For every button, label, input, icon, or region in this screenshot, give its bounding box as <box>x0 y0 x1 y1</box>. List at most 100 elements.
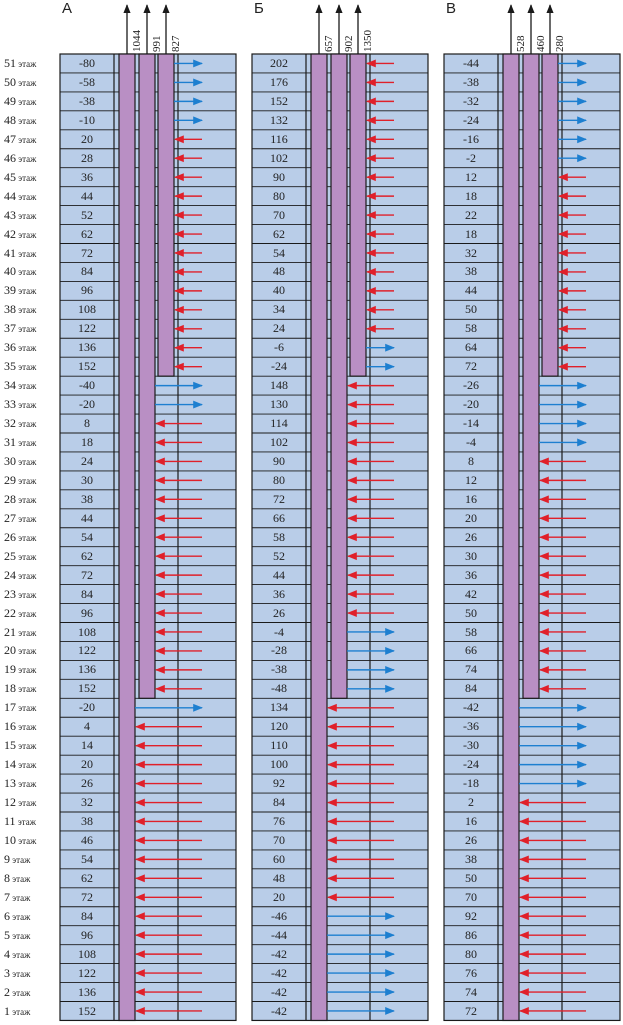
floor-label: 3 этаж <box>4 964 56 983</box>
floor-number: 34 <box>4 378 16 393</box>
floor-number: 30 <box>4 453 16 468</box>
airflow-value: -42 <box>463 700 479 715</box>
airflow-value: 72 <box>81 889 93 904</box>
floor-number: 1 <box>4 1003 10 1018</box>
floor-label: 17 этаж <box>4 698 56 717</box>
floor-unit: этаж <box>16 362 37 373</box>
airflow-value: 28 <box>81 150 93 165</box>
floor-number: 7 <box>4 889 10 904</box>
airflow-value: 44 <box>81 188 93 203</box>
airflow-value: 20 <box>273 889 285 904</box>
floor-number: 49 <box>4 93 16 108</box>
floor-unit: этаж <box>16 324 37 335</box>
airflow-value: 72 <box>273 491 285 506</box>
airflow-value: 48 <box>273 870 285 885</box>
floor-label: 25 этаж <box>4 547 56 566</box>
floor-label: 24 этаж <box>4 566 56 585</box>
floor-label: 26 этаж <box>4 528 56 547</box>
airflow-value: 86 <box>465 927 477 942</box>
airflow-value: 38 <box>81 491 93 506</box>
floor-number: 12 <box>4 795 16 810</box>
airflow-value: -44 <box>271 927 287 942</box>
airflow-value: 100 <box>270 757 288 772</box>
airflow-value: -24 <box>271 359 287 374</box>
floor-unit: этаж <box>16 665 37 676</box>
airflow-value: 2 <box>468 795 474 810</box>
airflow-value: 66 <box>273 510 285 525</box>
floor-number: 6 <box>4 908 10 923</box>
floor-number: 27 <box>4 510 16 525</box>
airflow-value: 62 <box>81 870 93 885</box>
floor-number: 39 <box>4 283 16 298</box>
airflow-value: 96 <box>81 927 93 942</box>
floor-number: 33 <box>4 397 16 412</box>
floor-unit: этаж <box>10 854 31 865</box>
airflow-value: 122 <box>78 965 96 980</box>
floor-label: 50 этаж <box>4 73 56 92</box>
airflow-value: 64 <box>465 340 477 355</box>
airflow-value: -42 <box>271 946 287 961</box>
floor-number: 29 <box>4 472 16 487</box>
airflow-value: 62 <box>273 226 285 241</box>
floor-label: 41 этаж <box>4 244 56 263</box>
floor-label: 18 этаж <box>4 679 56 698</box>
floor-label: 8 этаж <box>4 869 56 888</box>
floor-unit: этаж <box>16 153 37 164</box>
floor-number: 48 <box>4 112 16 127</box>
floor-unit: этаж <box>16 305 37 316</box>
floor-unit: этаж <box>16 267 37 278</box>
airflow-value: 120 <box>270 719 288 734</box>
airflow-value: 130 <box>270 397 288 412</box>
floor-number: 9 <box>4 851 10 866</box>
shaft-total: 460 <box>535 35 547 53</box>
floor-label: 6 этаж <box>4 907 56 926</box>
floor-number: 19 <box>4 662 16 677</box>
floor-number: 8 <box>4 870 10 885</box>
airflow-value: 152 <box>270 93 288 108</box>
airflow-value: 8 <box>84 416 90 431</box>
shaft-total: 528 <box>515 35 527 53</box>
airflow-value: 26 <box>273 605 285 620</box>
airflow-value: 54 <box>273 245 285 260</box>
floor-label: 51 этаж <box>4 54 56 73</box>
airflow-value: 38 <box>81 814 93 828</box>
floor-label: 30 этаж <box>4 452 56 471</box>
airflow-value: -36 <box>463 719 479 734</box>
floor-label: 5 этаж <box>4 926 56 945</box>
airflow-value: 54 <box>81 851 93 866</box>
ventilation-shaft <box>157 53 175 377</box>
airflow-value: 152 <box>78 359 96 374</box>
airflow-value: 46 <box>81 832 93 847</box>
airflow-value: -18 <box>463 776 479 791</box>
floor-label: 34 этаж <box>4 376 56 395</box>
floor-unit: этаж <box>16 722 37 733</box>
airflow-value: 74 <box>465 984 477 999</box>
ventilation-shaft <box>310 53 328 1022</box>
floor-label: 2 этаж <box>4 983 56 1002</box>
shaft-total: 1044 <box>131 30 143 52</box>
airflow-value: 18 <box>465 188 477 203</box>
floor-unit: этаж <box>16 760 37 771</box>
floor-number: 43 <box>4 207 16 222</box>
airflow-value: -40 <box>79 378 95 393</box>
floor-label: 13 этаж <box>4 774 56 793</box>
airflow-value: 134 <box>270 700 288 715</box>
airflow-value: 42 <box>465 586 477 601</box>
airflow-value: 24 <box>81 453 93 468</box>
ventilation-shaft <box>118 53 136 1022</box>
floor-number: 11 <box>4 814 16 828</box>
floor-label: 12 этаж <box>4 793 56 812</box>
airflow-value: -38 <box>463 74 479 89</box>
shaft-total: 657 <box>323 35 335 53</box>
airflow-value: 136 <box>78 340 96 355</box>
floor-label: 21 этаж <box>4 623 56 642</box>
floor-number: 17 <box>4 700 16 715</box>
floor-unit: этаж <box>16 77 37 88</box>
floor-unit: этаж <box>16 172 37 183</box>
airflow-value: 38 <box>465 264 477 279</box>
airflow-value: 70 <box>273 832 285 847</box>
floor-unit: этаж <box>16 286 37 297</box>
airflow-value: 18 <box>465 226 477 241</box>
floor-number: 23 <box>4 586 16 601</box>
floor-unit: этаж <box>16 570 37 581</box>
